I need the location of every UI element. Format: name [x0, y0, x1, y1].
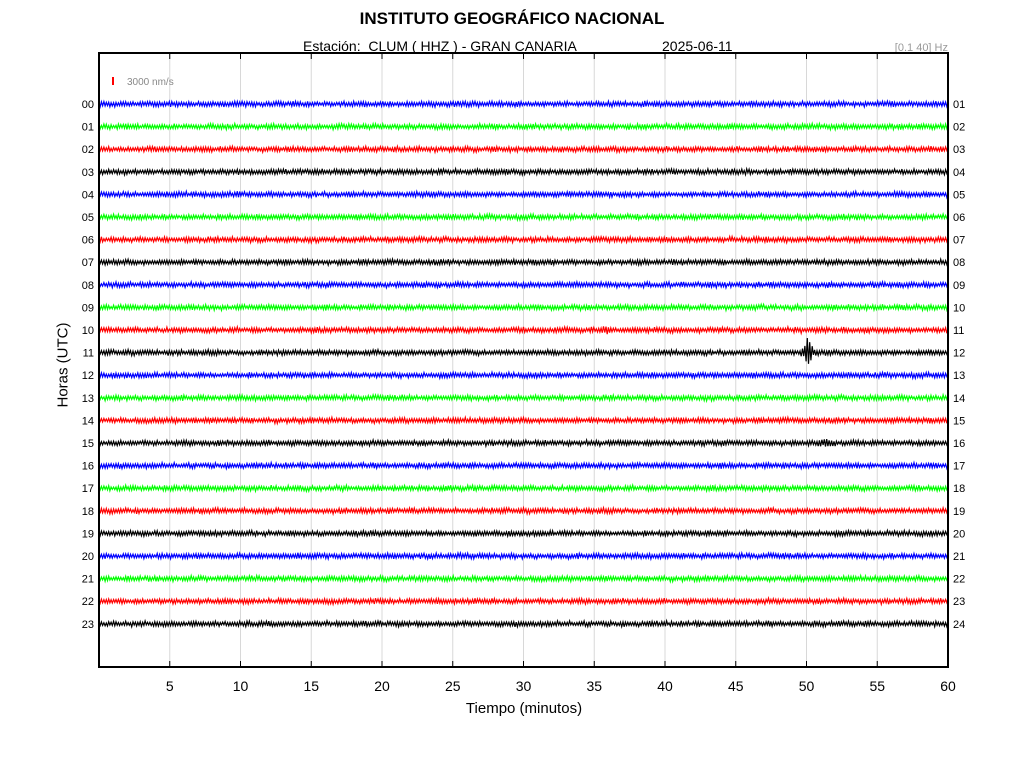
x-tick-label: 20 — [374, 678, 390, 694]
right-hour-label: 24 — [953, 619, 965, 631]
right-hour-label: 05 — [953, 189, 965, 201]
right-hour-label: 13 — [953, 370, 965, 382]
right-hour-label: 06 — [953, 212, 965, 224]
left-hour-label: 12 — [82, 370, 94, 382]
right-hour-label: 11 — [953, 325, 964, 337]
right-hour-label: 21 — [953, 551, 965, 563]
trace-03 — [98, 166, 949, 178]
left-hour-label: 23 — [82, 619, 94, 631]
right-hour-label: 10 — [953, 302, 965, 314]
right-hour-label: 23 — [953, 596, 965, 608]
right-hour-label: 02 — [953, 122, 965, 134]
trace-18 — [98, 505, 949, 517]
right-hour-label: 14 — [953, 393, 965, 405]
x-tick-label: 25 — [445, 678, 461, 694]
left-hour-label: 17 — [82, 483, 94, 495]
left-hour-label: 00 — [82, 99, 94, 111]
trace-04 — [98, 188, 949, 200]
right-hour-label: 04 — [953, 167, 965, 179]
x-tick-label: 60 — [940, 678, 956, 694]
trace-17 — [98, 482, 949, 494]
right-hour-label: 20 — [953, 528, 965, 540]
left-hour-label: 16 — [82, 461, 94, 473]
left-hour-label: 08 — [82, 280, 94, 292]
left-hour-label: 03 — [82, 167, 94, 179]
right-hour-label: 22 — [953, 574, 965, 586]
x-tick-label: 40 — [657, 678, 673, 694]
trace-09 — [98, 302, 949, 313]
left-hour-label: 05 — [82, 212, 94, 224]
trace-15 — [98, 437, 949, 449]
left-hour-label: 09 — [82, 302, 94, 314]
right-hour-label: 01 — [953, 99, 965, 111]
right-hour-label: 18 — [953, 483, 965, 495]
right-hour-label: 07 — [953, 235, 965, 247]
left-hour-label: 20 — [82, 551, 94, 563]
chart-title: INSTITUTO GEOGRÁFICO NACIONAL — [359, 9, 665, 28]
right-hour-label: 08 — [953, 257, 965, 269]
right-hour-label: 09 — [953, 280, 965, 292]
chart-date: 2025-06-11 — [662, 38, 733, 54]
right-hour-label: 17 — [953, 461, 965, 473]
trace-00 — [98, 98, 949, 110]
x-tick-label: 50 — [799, 678, 815, 694]
trace-05 — [98, 211, 949, 223]
trace-21 — [98, 573, 949, 584]
left-hour-label: 19 — [82, 528, 94, 540]
left-hour-label: 10 — [82, 325, 94, 337]
left-hour-label: 01 — [82, 122, 94, 134]
x-axis-label: Tiempo (minutos) — [465, 700, 583, 717]
trace-16 — [98, 460, 949, 471]
left-hour-label: 15 — [82, 438, 94, 450]
trace-10 — [98, 324, 949, 336]
right-hour-label: 19 — [953, 506, 965, 518]
right-hour-label: 12 — [953, 348, 965, 360]
x-tick-label: 55 — [869, 678, 885, 694]
trace-12 — [98, 369, 949, 381]
scale-label: 3000 nm/s — [127, 77, 174, 88]
left-hour-label: 21 — [82, 574, 94, 586]
x-tick-label: 30 — [516, 678, 532, 694]
left-hour-label: 11 — [83, 348, 94, 360]
left-hour-label: 13 — [82, 393, 94, 405]
x-tick-label: 45 — [728, 678, 744, 694]
trace-20 — [98, 550, 949, 562]
trace-13 — [98, 392, 949, 404]
trace-14 — [98, 415, 949, 426]
left-hour-label: 07 — [82, 257, 94, 269]
left-hour-label: 14 — [82, 415, 94, 427]
trace-19 — [98, 528, 949, 539]
filter-band: [0.1 40] Hz — [894, 42, 948, 54]
trace-08 — [98, 279, 949, 291]
trace-07 — [98, 256, 949, 268]
trace-06 — [98, 234, 949, 246]
station-subtitle: Estación: CLUM ( HHZ ) - GRAN CANARIA — [303, 38, 577, 54]
trace-01 — [98, 121, 949, 132]
right-hour-label: 15 — [953, 415, 965, 427]
right-hour-label: 16 — [953, 438, 965, 450]
trace-23 — [98, 618, 949, 630]
trace-22 — [98, 595, 949, 607]
x-tick-label: 15 — [303, 678, 319, 694]
x-tick-label: 35 — [586, 678, 602, 694]
left-hour-label: 22 — [82, 596, 94, 608]
left-hour-label: 02 — [82, 144, 94, 156]
left-hour-label: 04 — [82, 189, 94, 201]
trace-02 — [98, 143, 949, 155]
left-hour-label: 18 — [82, 506, 94, 518]
left-hour-label: 06 — [82, 235, 94, 247]
x-tick-label: 10 — [233, 678, 249, 694]
right-hour-label: 03 — [953, 144, 965, 156]
trace-11 — [98, 337, 949, 364]
x-tick-label: 5 — [166, 678, 174, 694]
